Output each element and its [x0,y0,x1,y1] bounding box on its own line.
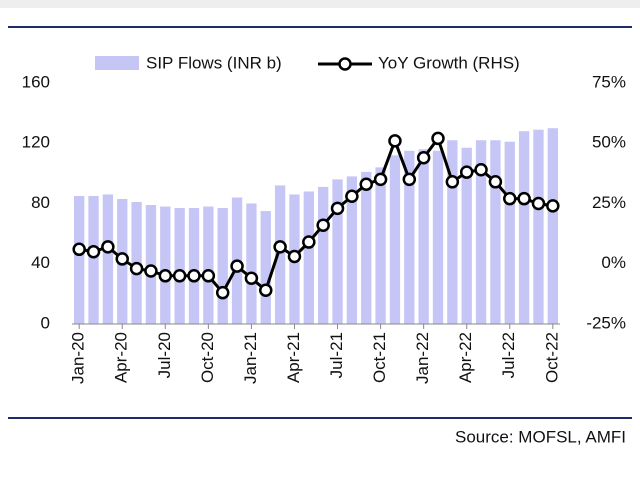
x-tick-label: Jul-21 [327,332,346,378]
marker [402,172,417,187]
bar [217,208,228,324]
legend-label: YoY Growth (RHS) [378,53,520,72]
source: Source: MOFSL, AMFI [455,427,626,446]
bar [332,179,343,324]
y-tick-label: 0 [41,313,50,332]
bar [361,171,372,324]
marker [201,269,216,283]
marker [431,131,445,146]
y2-tick-label: 75% [592,72,626,91]
y-tick-label: 120 [22,133,50,152]
bar [404,150,415,324]
line [78,135,554,296]
x-tick-label: Jul-20 [155,332,174,378]
marker [86,244,101,259]
marker [373,172,388,187]
x-tick-label: Oct-20 [198,332,217,383]
marker [115,252,129,266]
x-tick-label: Oct-21 [370,332,389,383]
marker [345,189,359,204]
x-tick-label: Apr-21 [284,332,303,383]
bar [260,211,271,324]
bar [461,147,472,324]
marker [230,259,244,273]
marker [459,165,474,179]
marker [316,218,330,232]
bar [533,129,544,324]
bar [475,140,487,324]
bar [447,140,458,324]
marker [359,177,373,191]
bar [246,203,257,324]
x-tick-label: Apr-20 [112,332,131,383]
marker [101,240,115,254]
legend-marker [338,57,352,71]
bar [274,185,286,324]
bar [303,191,314,324]
marker [388,134,402,148]
marker [503,191,517,206]
y-tick-label: 40 [31,253,50,272]
bar [88,195,99,324]
bar [418,149,429,324]
x-tick-label: Jan-22 [413,332,432,384]
marker [215,285,230,300]
marker [330,201,345,216]
marker [445,175,460,189]
y-tick-label: 80 [31,193,50,212]
marker [187,269,201,283]
bar [174,208,185,324]
marker [259,283,273,298]
marker [302,235,316,249]
marker [416,150,431,165]
bar [160,206,171,324]
x-tick-label: Jan-20 [69,332,88,384]
bar [432,150,444,324]
bar [504,141,515,324]
marker [517,191,531,206]
bar [518,131,530,324]
marker [144,264,158,278]
bar [318,186,329,324]
marker [273,240,287,254]
y2-tick-label: -25% [586,313,626,332]
y2-tick-label: 25% [592,193,626,212]
marker [72,242,86,257]
x-tick-label: Jul-22 [499,332,518,378]
bar [203,206,214,324]
legend-swatch [95,56,139,70]
bar [375,167,386,324]
bar [547,128,558,324]
top-band [0,0,640,8]
x-tick-label: Apr-22 [456,332,475,383]
bar [490,140,501,324]
bar [188,208,200,324]
bar [74,195,85,324]
y2-tick-label: 0% [601,253,626,272]
legend-label: SIP Flows (INR b) [146,53,282,72]
bar [389,155,401,324]
x-tick-label: Jan-21 [241,332,260,384]
marker [244,271,259,285]
marker [546,199,560,213]
marker [129,261,144,276]
y2-tick-label: 50% [592,133,626,152]
x-tick-label: Oct-22 [542,332,561,383]
marker [158,269,173,283]
marker [531,196,546,211]
y-tick-label: 160 [22,72,50,91]
marker [474,163,488,177]
bar [102,194,114,324]
marker [488,175,503,189]
marker [287,249,302,264]
bar [346,176,358,324]
marker [172,269,187,283]
